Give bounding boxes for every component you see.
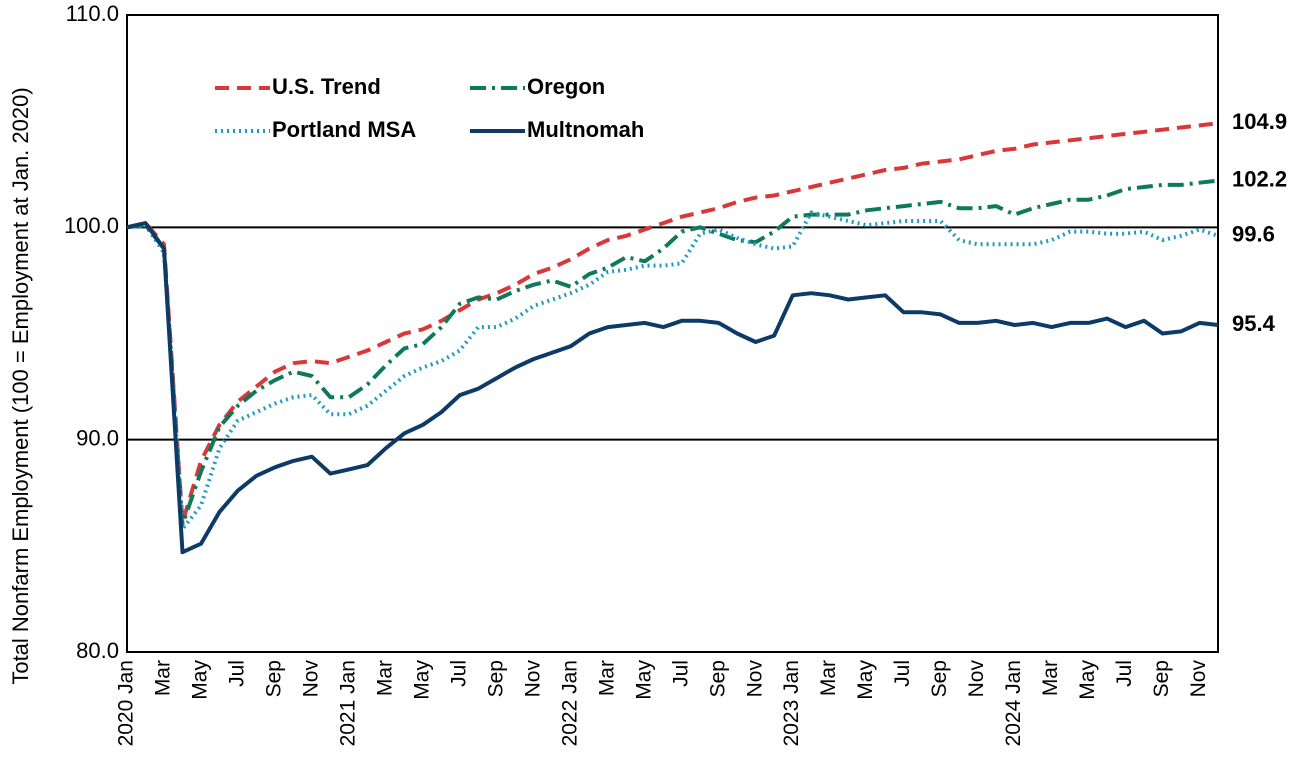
x-tick-label: Mar <box>817 660 840 696</box>
x-tick-label: Nov <box>965 660 988 698</box>
x-tick-label: 2022 Jan <box>558 660 581 746</box>
x-tick-label: 2023 Jan <box>780 660 803 746</box>
x-tick-label: Mar <box>1039 660 1062 696</box>
x-tick-label: May <box>854 660 877 700</box>
series-line <box>126 210 1219 531</box>
x-tick-label: Nov <box>521 660 544 698</box>
end-value-label: 95.4 <box>1232 311 1276 336</box>
x-tick-label: Jul <box>225 660 248 687</box>
plot-frame <box>126 14 1219 653</box>
x-tick-label: Sep <box>262 660 285 697</box>
series-line <box>126 221 1219 555</box>
x-tick-label: Jul <box>891 660 914 687</box>
y-tick-label: 100.0 <box>64 213 119 238</box>
x-tick-label: Sep <box>484 660 507 697</box>
y-axis-title: Total Nonfarm Employment (100 = Employme… <box>8 87 33 684</box>
x-tick-label: Mar <box>373 660 396 696</box>
legend-label: Multnomah <box>527 117 644 142</box>
x-tick-label: Sep <box>1150 660 1173 697</box>
y-tick-label: 90.0 <box>76 425 119 450</box>
x-tick-label: Jul <box>669 660 692 687</box>
x-tick-label: Jul <box>447 660 470 687</box>
x-tick-label: 2024 Jan <box>1002 660 1025 746</box>
x-tick-label: May <box>189 660 212 700</box>
legend-label: Oregon <box>527 74 605 99</box>
x-tick-label: Nov <box>743 660 766 698</box>
x-tick-label: May <box>1076 660 1099 700</box>
x-tick-label: Sep <box>706 660 729 697</box>
y-tick-label: 110.0 <box>66 1 119 26</box>
x-tick-label: Jul <box>1113 660 1136 687</box>
x-tick-label: Mar <box>152 660 175 696</box>
x-tick-label: May <box>632 660 655 700</box>
x-tick-label: Sep <box>928 660 951 697</box>
series-line <box>126 121 1219 525</box>
legend-label: Portland MSA <box>272 117 416 142</box>
x-tick-label: 2021 Jan <box>336 660 359 746</box>
series-line <box>126 178 1219 527</box>
x-tick-label: May <box>410 660 433 700</box>
end-value-label: 102.2 <box>1232 166 1287 191</box>
end-value-label: 104.9 <box>1232 109 1287 134</box>
x-tick-label: 2020 Jan <box>115 660 138 746</box>
y-tick-label: 80.0 <box>76 638 119 663</box>
end-value-label: 99.6 <box>1232 222 1275 247</box>
legend-label: U.S. Trend <box>272 74 381 99</box>
x-tick-label: Nov <box>1187 660 1210 698</box>
x-tick-label: Nov <box>299 660 322 698</box>
x-tick-label: Mar <box>595 660 618 696</box>
